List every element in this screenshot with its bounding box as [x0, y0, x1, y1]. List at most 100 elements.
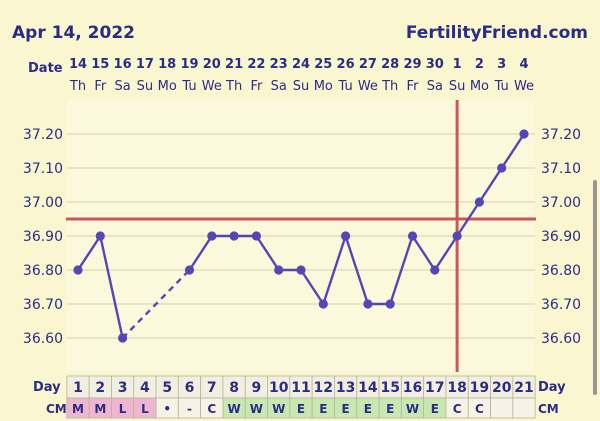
date-label: 20 — [203, 57, 221, 72]
day-number: 4 — [140, 380, 150, 396]
temperature-line-segment — [478, 167, 503, 203]
weekday-label: Su — [293, 79, 310, 94]
cm-cell — [512, 397, 536, 419]
cm-value: M — [72, 402, 84, 416]
y-tick-label-left: 37.20 — [23, 127, 63, 143]
cm-value: E — [319, 402, 327, 416]
temperature-point — [407, 231, 418, 241]
weekday-label: Tu — [494, 79, 509, 94]
date-label: 30 — [426, 57, 444, 72]
day-number: 20 — [492, 380, 512, 396]
date-label: 22 — [247, 57, 265, 72]
day-number: 18 — [447, 380, 466, 396]
temperature-point — [474, 197, 484, 207]
weekday-label: Tu — [181, 79, 196, 94]
cm-value: C — [475, 402, 484, 416]
temperature-point — [207, 231, 217, 241]
cm-value: W — [227, 402, 240, 416]
date-label: 4 — [519, 57, 528, 72]
y-tick-label-left: 36.80 — [23, 263, 63, 279]
temperature-point — [497, 163, 507, 173]
temperature-line-segment — [299, 269, 325, 305]
day-number: 6 — [185, 380, 195, 396]
weekday-label: We — [358, 79, 378, 94]
day-number: 21 — [514, 380, 533, 396]
cm-cell — [490, 397, 514, 419]
day-number: 1 — [73, 380, 83, 396]
cm-row-label-right: CM — [538, 402, 559, 416]
cm-value: W — [272, 402, 285, 416]
date-label: 17 — [136, 57, 154, 72]
date-label: 19 — [180, 57, 198, 72]
temperature-line-segment — [433, 235, 459, 271]
temperature-line-segment — [500, 133, 526, 169]
day-number: 16 — [403, 380, 422, 396]
day-number: 2 — [95, 380, 105, 396]
day-number: 19 — [470, 380, 489, 396]
temperature-point — [385, 299, 395, 309]
weekday-label: Mo — [314, 79, 333, 94]
date-label: 2 — [475, 57, 484, 72]
date-row-label: Date — [28, 61, 63, 76]
date-label: 25 — [314, 57, 332, 72]
day-number: 7 — [207, 380, 217, 396]
weekday-label: Th — [69, 79, 86, 94]
y-tick-label-right: 36.80 — [541, 263, 581, 279]
weekday-label: Mo — [470, 79, 489, 94]
weekday-label: Mo — [158, 79, 177, 94]
weekday-label: Th — [225, 79, 242, 94]
cm-value: C — [453, 402, 462, 416]
temperature-line-segment — [188, 235, 213, 271]
date-label: 21 — [225, 57, 243, 72]
day-number: 12 — [314, 380, 333, 396]
cm-value: E — [297, 402, 305, 416]
y-tick-label-left: 37.10 — [23, 161, 63, 177]
day-row-label-right: Day — [538, 380, 566, 395]
day-number: 14 — [358, 380, 378, 396]
temperature-point — [363, 299, 373, 309]
scrollbar-thumb[interactable] — [593, 180, 597, 395]
weekday-label: Fr — [407, 79, 420, 94]
date-label: 28 — [381, 57, 399, 72]
temperature-point — [229, 231, 239, 241]
date-label: 1 — [453, 57, 462, 72]
day-number: 10 — [269, 380, 289, 396]
y-tick-label-right: 37.10 — [541, 161, 581, 177]
day-number: 13 — [336, 380, 355, 396]
temperature-point — [73, 265, 83, 275]
date-label: 29 — [403, 57, 421, 72]
weekday-label: Tu — [337, 79, 352, 94]
temperature-point — [430, 265, 440, 275]
cm-value: W — [250, 402, 263, 416]
temperature-line-segment — [389, 235, 414, 305]
temperature-point — [318, 299, 328, 309]
y-tick-label-right: 36.70 — [541, 297, 581, 313]
cm-value: E — [341, 402, 349, 416]
y-tick-label-right: 37.00 — [541, 195, 581, 211]
y-tick-label-right: 36.60 — [541, 331, 581, 347]
day-footer-rows: 1 2 3 4 5 6 7 8 9 10 11 12 13 14 15 16 17 18 19 20 21M M L L • - C… — [66, 375, 536, 419]
temperature-line-segment — [322, 235, 347, 305]
cm-value: L — [119, 402, 127, 416]
temperature-point — [296, 265, 306, 275]
y-tick-label-right: 37.20 — [541, 127, 581, 143]
temperature-dashed-segment — [121, 269, 191, 339]
date-label: 23 — [270, 57, 288, 72]
date-label: 15 — [91, 57, 109, 72]
cm-value: E — [386, 402, 394, 416]
date-header-rows: 14 15 16 17 18 19 20 21 22 23 24 25 26 27 28 29 30 1 2 3 4Th… — [69, 57, 534, 94]
temperature-line-segment — [456, 201, 481, 237]
y-tick-label-left: 36.70 — [23, 297, 63, 313]
day-row-label: Day — [33, 380, 61, 395]
temperature-point — [274, 265, 284, 275]
weekday-label: Su — [449, 79, 466, 94]
temperature-point — [452, 231, 462, 241]
cm-value: L — [141, 402, 149, 416]
cm-value: • — [163, 402, 171, 416]
cm-value: E — [431, 402, 439, 416]
cm-value: E — [364, 402, 372, 416]
date-label: 26 — [337, 57, 355, 72]
date-label: 3 — [497, 57, 506, 72]
day-number: 15 — [380, 380, 399, 396]
